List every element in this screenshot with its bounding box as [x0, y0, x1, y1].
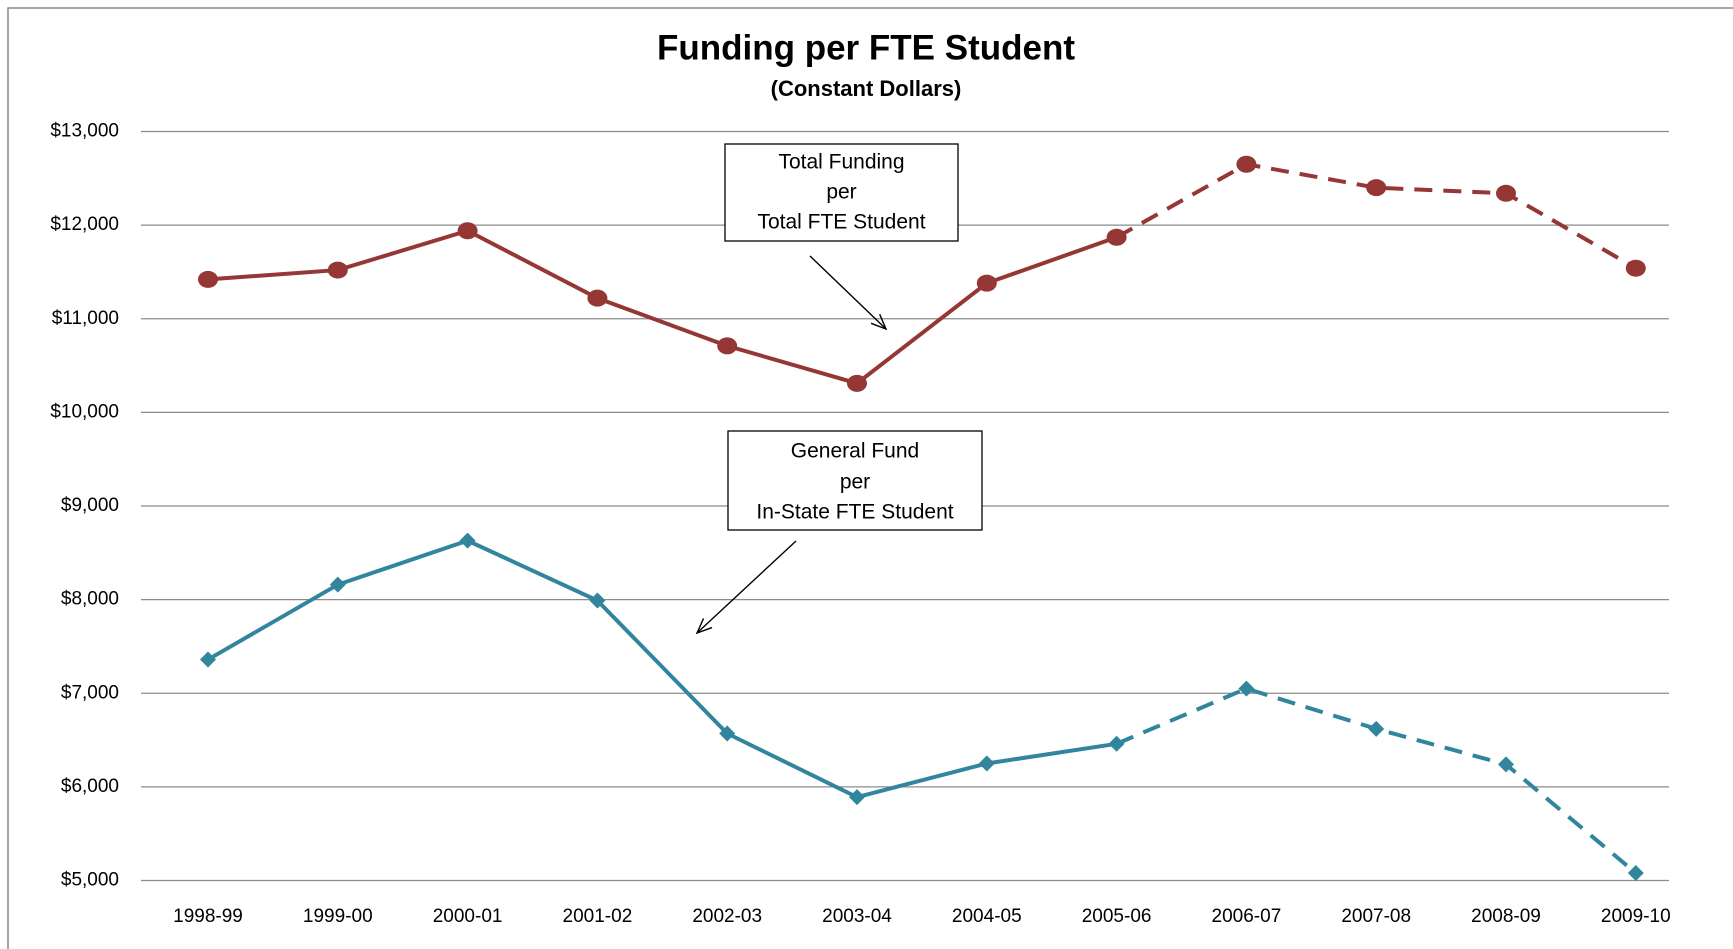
y-tick-label: $9,000 [61, 495, 119, 516]
series-line [207, 228, 1118, 386]
annotation-arrowhead [695, 618, 713, 635]
data-point [200, 651, 216, 668]
x-tick-label: 2001-02 [563, 906, 633, 927]
data-point [1625, 259, 1646, 277]
x-tick-label: 1999-00 [303, 906, 373, 927]
annotation-arrow [809, 255, 887, 330]
data-point [847, 374, 867, 392]
x-tick-label: 2008-09 [1471, 906, 1541, 927]
chart-title: Funding per FTE Student [657, 28, 1075, 67]
annotation-arrow [696, 540, 797, 634]
x-tick-label: 2004-05 [952, 906, 1022, 927]
data-point [1106, 228, 1127, 246]
data-point [717, 337, 738, 355]
data-point [1238, 680, 1255, 697]
data-point [587, 289, 608, 307]
data-point [1368, 720, 1385, 737]
annotation-text: Total Funding [778, 151, 904, 174]
data-point [849, 789, 865, 806]
data-point [1236, 155, 1257, 173]
annotation-arrowhead [870, 314, 888, 331]
y-tick-label: $12,000 [50, 214, 119, 235]
data-point [327, 261, 348, 279]
y-tick-label: $13,000 [50, 121, 119, 142]
y-tick-label: $7,000 [61, 682, 119, 703]
y-tick-label: $6,000 [61, 776, 119, 797]
annotation-box [727, 430, 983, 531]
x-tick-label: 2002-03 [692, 906, 762, 927]
data-point [976, 274, 997, 292]
x-tick-label: 2003-04 [822, 906, 892, 927]
y-tick-label: $8,000 [61, 589, 119, 610]
data-point [1366, 179, 1387, 197]
data-point [1498, 756, 1514, 773]
data-point [1627, 865, 1644, 882]
data-point [459, 532, 476, 549]
y-tick-label: $10,000 [50, 401, 119, 422]
data-point [329, 576, 346, 593]
y-tick-label: $5,000 [61, 870, 119, 891]
annotation-text: General Fund [791, 440, 919, 463]
x-tick-label: 2000-01 [433, 906, 503, 927]
x-tick-label: 2007-08 [1341, 906, 1411, 927]
data-point [978, 755, 995, 772]
data-point [198, 270, 218, 288]
data-point [457, 222, 478, 240]
y-tick-label: $11,000 [52, 308, 119, 329]
chart-subtitle: (Constant Dollars) [771, 76, 962, 101]
data-point [589, 592, 606, 609]
annotation-text: per [826, 181, 856, 204]
x-tick-label: 1998-99 [173, 906, 243, 927]
x-tick-label: 2006-07 [1212, 906, 1282, 927]
annotation-text: In-State FTE Student [756, 501, 953, 524]
series-line [207, 538, 1117, 800]
x-tick-label: 2009-10 [1601, 906, 1671, 927]
series-line-dashed [1115, 162, 1637, 270]
annotation-text: per [840, 471, 870, 494]
data-point [1108, 735, 1125, 752]
x-tick-label: 2005-06 [1082, 906, 1152, 927]
data-point [1496, 184, 1516, 202]
data-point [719, 725, 736, 742]
annotation-text: Total FTE Student [757, 211, 925, 234]
annotation-box [724, 143, 959, 242]
